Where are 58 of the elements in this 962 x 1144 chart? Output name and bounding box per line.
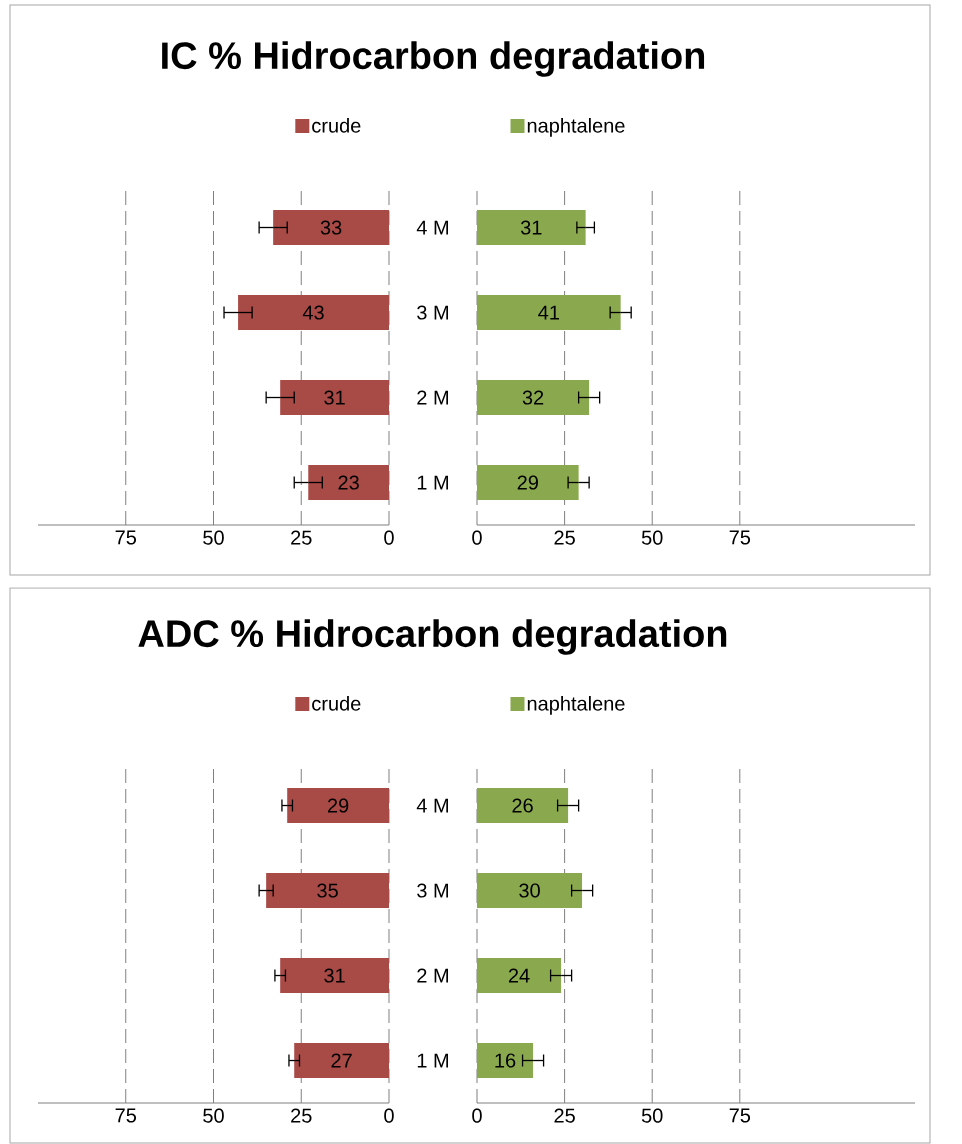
x-tick-label: 75 — [729, 1108, 750, 1123]
y-tick-label: 2 M — [417, 390, 448, 405]
bar — [308, 465, 389, 501]
x-tick-label: 0 — [472, 530, 482, 545]
data-label: 33 — [320, 220, 342, 235]
data-label: 31 — [324, 968, 345, 983]
data-label: 32 — [522, 390, 544, 405]
x-tick-label: 50 — [203, 1108, 224, 1123]
bar — [476, 380, 589, 416]
x-tick-label: 25 — [554, 1108, 575, 1123]
bar — [476, 788, 568, 824]
x-tick-label: 25 — [554, 530, 575, 545]
bar — [476, 210, 586, 246]
data-label: 26 — [512, 798, 533, 813]
data-label: 27 — [331, 1053, 352, 1068]
y-tick-label: 3 M — [416, 883, 448, 898]
data-label: 24 — [508, 968, 530, 983]
data-label: 35 — [317, 883, 338, 898]
bar — [476, 1043, 533, 1079]
data-label: 30 — [519, 883, 540, 898]
data-label: 29 — [517, 475, 538, 490]
x-tick-label: 25 — [290, 530, 312, 545]
x-tick-label: 50 — [203, 530, 224, 545]
x-tick-label: 0 — [384, 530, 394, 545]
data-label: 31 — [324, 390, 345, 405]
data-label: 16 — [495, 1053, 516, 1068]
bar — [237, 295, 389, 331]
y-tick-label: 3 M — [416, 305, 448, 320]
x-tick-label: 25 — [290, 1108, 312, 1123]
x-tick-label: 75 — [729, 530, 750, 545]
data-label: 29 — [327, 798, 349, 813]
bar — [273, 210, 389, 246]
y-tick-label: 1 M — [417, 1053, 448, 1068]
legend-label: naphtalene — [527, 118, 625, 137]
chart-title: IC % Hidrocarbon degradation — [161, 41, 704, 77]
x-tick-label: 0 — [472, 1108, 482, 1123]
y-tick-label: 1 M — [417, 475, 448, 490]
chart-title: ADC % Hidrocarbon degradation — [138, 619, 727, 655]
data-label: 23 — [338, 475, 359, 490]
legend-label: crude — [312, 696, 361, 711]
bar — [476, 958, 561, 994]
legend-label: naphtalene — [527, 696, 625, 715]
y-tick-label: 4 M — [416, 798, 448, 813]
bar — [280, 380, 389, 416]
x-tick-label: 50 — [641, 1108, 663, 1123]
x-tick-label: 50 — [641, 530, 663, 545]
y-tick-label: 2 M — [417, 968, 448, 983]
x-tick-label: 0 — [384, 1108, 394, 1123]
bar — [476, 873, 582, 909]
data-label: 41 — [538, 305, 559, 320]
data-label: 43 — [302, 305, 324, 320]
bar — [476, 295, 621, 331]
x-tick-label: 75 — [115, 1108, 136, 1123]
data-label: 31 — [520, 220, 542, 235]
x-tick-label: 75 — [115, 530, 136, 545]
legend-label: crude — [312, 118, 361, 133]
y-tick-label: 4 M — [416, 220, 448, 235]
bar — [476, 465, 579, 501]
